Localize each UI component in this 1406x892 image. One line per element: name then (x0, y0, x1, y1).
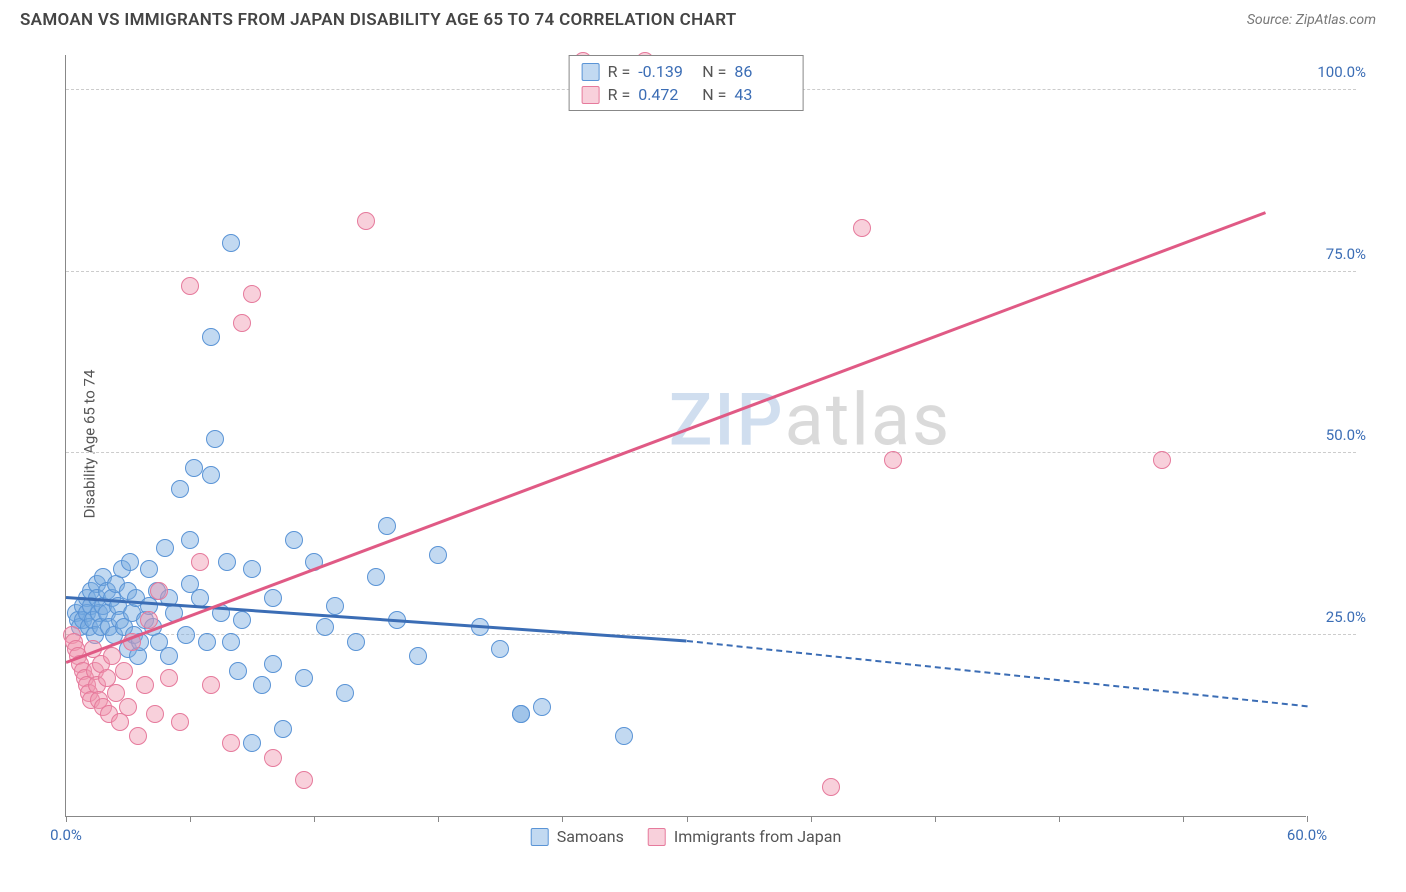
x-tick (811, 816, 812, 822)
data-point (185, 459, 203, 477)
data-point (429, 546, 447, 564)
y-tick-label: 50.0% (1326, 426, 1366, 444)
data-point (181, 277, 199, 295)
x-tick-label: 60.0% (1287, 826, 1327, 844)
data-point (222, 734, 240, 752)
legend-swatch (648, 828, 666, 846)
series-legend: Samoans Immigrants from Japan (531, 827, 842, 846)
data-point (177, 626, 195, 644)
x-tick (438, 816, 439, 822)
data-point (274, 720, 292, 738)
data-point (367, 568, 385, 586)
data-point (378, 517, 396, 535)
data-point (615, 727, 633, 745)
data-point (218, 553, 236, 571)
data-point (191, 553, 209, 571)
data-point (533, 698, 551, 716)
data-point (181, 531, 199, 549)
data-point (156, 539, 174, 557)
data-point (253, 676, 271, 694)
data-point (264, 749, 282, 767)
trend-line (66, 211, 1267, 663)
y-tick-label: 75.0% (1326, 245, 1366, 263)
data-point (822, 778, 840, 796)
gridline (66, 634, 1356, 635)
x-tick (935, 816, 936, 822)
data-point (357, 212, 375, 230)
data-point (150, 582, 168, 600)
data-point (136, 676, 154, 694)
legend-swatch (531, 828, 549, 846)
data-point (347, 633, 365, 651)
data-point (129, 727, 147, 745)
data-point (229, 662, 247, 680)
data-point (285, 531, 303, 549)
data-point (140, 560, 158, 578)
data-point (1153, 451, 1171, 469)
data-point (115, 662, 133, 680)
data-point (171, 713, 189, 731)
legend-row: R =-0.139N =86 (582, 60, 791, 83)
data-point (222, 633, 240, 651)
data-point (243, 734, 261, 752)
plot-area: ZIPatlas R =-0.139N =86R =0.472N =43 Sam… (65, 55, 1306, 817)
data-point (119, 698, 137, 716)
data-point (409, 647, 427, 665)
data-point (336, 684, 354, 702)
data-point (222, 234, 240, 252)
data-point (146, 705, 164, 723)
x-tick (190, 816, 191, 822)
x-tick-label: 0.0% (50, 826, 82, 844)
data-point (512, 705, 530, 723)
data-point (121, 553, 139, 571)
data-point (316, 618, 334, 636)
data-point (202, 328, 220, 346)
x-tick (1183, 816, 1184, 822)
data-point (171, 480, 189, 498)
data-point (160, 669, 178, 687)
legend-item: Samoans (531, 827, 624, 846)
x-tick (562, 816, 563, 822)
x-tick (314, 816, 315, 822)
data-point (233, 314, 251, 332)
chart-container: Disability Age 65 to 74 ZIPatlas R =-0.1… (20, 45, 1376, 842)
data-point (202, 676, 220, 694)
data-point (264, 589, 282, 607)
data-point (884, 451, 902, 469)
gridline (66, 271, 1356, 272)
data-point (295, 669, 313, 687)
data-point (206, 430, 224, 448)
data-point (326, 597, 344, 615)
data-point (233, 611, 251, 629)
data-point (264, 655, 282, 673)
data-point (853, 219, 871, 237)
data-point (491, 640, 509, 658)
y-tick-label: 100.0% (1317, 63, 1366, 81)
data-point (295, 771, 313, 789)
x-tick (1059, 816, 1060, 822)
source-attribution: Source: ZipAtlas.com (1247, 12, 1376, 28)
x-tick (687, 816, 688, 822)
correlation-legend: R =-0.139N =86R =0.472N =43 (569, 55, 804, 111)
legend-swatch (582, 86, 600, 104)
legend-swatch (582, 63, 600, 81)
legend-row: R =0.472N =43 (582, 83, 791, 106)
data-point (243, 285, 261, 303)
x-tick (1307, 816, 1308, 822)
data-point (202, 466, 220, 484)
y-tick-label: 25.0% (1326, 608, 1366, 626)
x-tick (66, 816, 67, 822)
data-point (198, 633, 216, 651)
legend-item: Immigrants from Japan (648, 827, 841, 846)
data-point (243, 560, 261, 578)
chart-title: SAMOAN VS IMMIGRANTS FROM JAPAN DISABILI… (20, 10, 737, 30)
data-point (160, 647, 178, 665)
trend-line (686, 640, 1307, 707)
